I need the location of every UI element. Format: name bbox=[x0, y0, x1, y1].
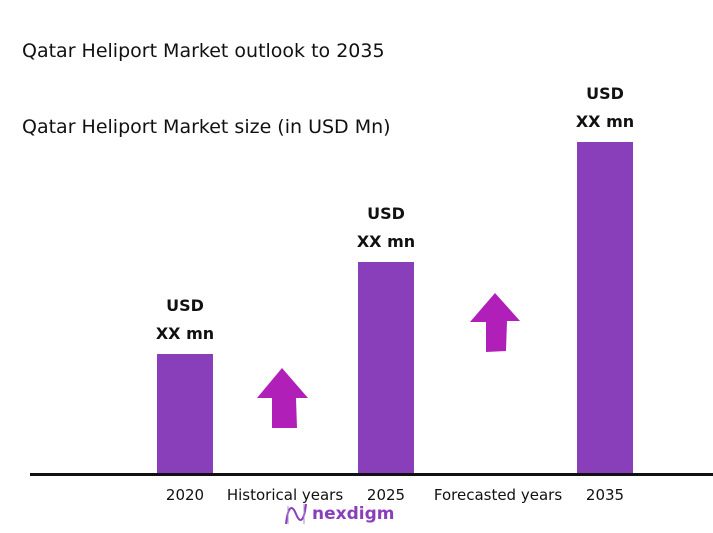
up-arrow-icon bbox=[470, 293, 520, 352]
period-label-forecasted: Forecasted years bbox=[433, 486, 563, 504]
bar-2025 bbox=[358, 261, 414, 474]
x-tick-label-2025: 2025 bbox=[366, 486, 406, 504]
period-label-historical: Historical years bbox=[226, 486, 344, 504]
x-tick-label-2035: 2035 bbox=[585, 486, 625, 504]
bar-2020 bbox=[157, 354, 213, 474]
logo-text: nexdigm bbox=[312, 504, 395, 524]
data-label-currency: USD bbox=[586, 84, 624, 103]
up-arrow-icon bbox=[257, 368, 308, 428]
data-label-currency: USD bbox=[166, 296, 204, 316]
data-label-value: XX mn bbox=[575, 112, 635, 131]
data-label-2020: USD XX mn bbox=[125, 292, 245, 348]
chart-title: Qatar Heliport Market outlook to 2035 bbox=[22, 40, 385, 62]
data-label-currency: USD bbox=[367, 203, 405, 223]
data-label-value: XX mn bbox=[155, 324, 215, 344]
data-label-2035: USD XX mn bbox=[545, 80, 665, 136]
chart-subtitle: Qatar Heliport Market size (in USD Mn) bbox=[22, 116, 391, 138]
nexdigm-logo-icon bbox=[285, 503, 307, 525]
x-tick-label-2020: 2020 bbox=[165, 486, 205, 504]
nexdigm-logo: nexdigm bbox=[284, 502, 394, 526]
data-label-2025: USD XX mn bbox=[326, 200, 446, 256]
data-label-value: XX mn bbox=[356, 231, 416, 251]
x-axis-line bbox=[30, 473, 713, 476]
bar-2035 bbox=[577, 142, 633, 474]
